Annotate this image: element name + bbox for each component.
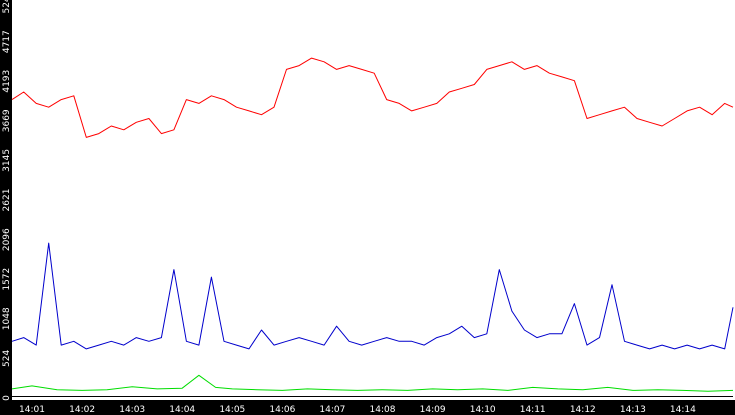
x-tick-label: 14:13 [620, 405, 646, 415]
y-tick-label: 3669 [2, 109, 12, 132]
y-tick-label: 2621 [2, 189, 12, 212]
y-tick-label: 4193 [2, 70, 12, 93]
x-tick-label: 14:12 [570, 405, 596, 415]
x-tick-label: 14:04 [169, 405, 195, 415]
x-tick-label: 14:05 [219, 405, 245, 415]
y-tick-label: 4717 [2, 30, 12, 53]
x-tick-label: 14:11 [520, 405, 546, 415]
y-tick-label: 524 [2, 350, 12, 367]
x-tick-label: 14:02 [69, 405, 95, 415]
y-tick-label: 2096 [2, 228, 12, 251]
series-line-3 [11, 374, 734, 392]
x-tick-label: 14:08 [370, 405, 396, 415]
x-tick-label: 14:14 [670, 405, 696, 415]
series-line-2 [11, 242, 734, 350]
y-tick-label: 1048 [2, 307, 12, 330]
x-tick-label: 14:06 [269, 405, 295, 415]
series-line-1 [11, 57, 734, 138]
series-layer [11, 57, 734, 397]
y-tick-labels: 0 524 1048 1572 2096 2621 3145 3669 4193 4717 5242 [2, 0, 12, 401]
y-tick-label: 3145 [2, 149, 12, 172]
y-tick-label: 1572 [2, 268, 12, 291]
y-axis-band [0, 0, 12, 400]
x-axis-band [0, 400, 735, 415]
x-tick-label: 14:07 [319, 405, 345, 415]
x-tick-label: 14:09 [420, 405, 446, 415]
x-tick-labels: 14:01 14:02 14:03 14:04 14:05 14:06 14:07 14:08… [19, 405, 696, 415]
x-tick-label: 14:03 [119, 405, 145, 415]
y-tick-label: 5242 [2, 0, 12, 13]
x-tick-label: 14:10 [470, 405, 496, 415]
y-tick-label: 0 [2, 395, 12, 401]
x-tick-label: 14:01 [19, 405, 45, 415]
